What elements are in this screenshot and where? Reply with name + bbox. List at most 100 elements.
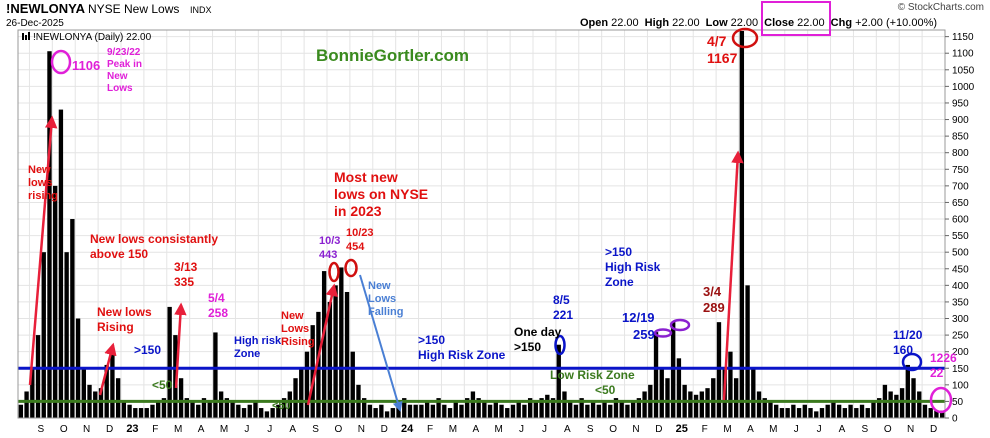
bar <box>459 404 464 418</box>
y-tick-label: 750 <box>952 165 969 176</box>
bar <box>608 404 613 418</box>
bar <box>487 404 493 418</box>
bar <box>739 30 745 418</box>
bar <box>539 398 544 418</box>
exchange: INDX <box>190 5 212 15</box>
bar <box>161 398 167 418</box>
annotation-line: lows <box>28 177 52 189</box>
annotation: 3/4 289 <box>703 284 725 315</box>
bar <box>836 404 842 418</box>
annotation-line: in 2023 <box>334 203 382 219</box>
bar <box>413 404 418 418</box>
bar <box>562 391 567 418</box>
bar <box>419 404 424 418</box>
bar <box>934 410 939 418</box>
x-tick-label: M <box>449 424 457 435</box>
bar <box>442 404 447 418</box>
annotation: >150 High Risk Zone <box>418 333 506 362</box>
annotation: New Lows Rising <box>281 310 315 348</box>
bar <box>642 391 647 418</box>
annotation-line: 160 <box>893 343 913 357</box>
annotation-line: 12/19 <box>622 310 655 325</box>
bar <box>573 404 579 418</box>
annotation-line: 10/23 <box>346 227 374 239</box>
bar <box>201 398 207 418</box>
bar <box>911 378 916 418</box>
x-tick-label: S <box>312 424 319 435</box>
bar <box>568 401 573 418</box>
arrow <box>722 150 744 401</box>
bar <box>196 404 201 418</box>
bar <box>207 401 212 418</box>
bar <box>505 408 510 418</box>
annotation: 10/23 454 <box>346 227 374 253</box>
annotation: 1226 22 <box>930 351 957 380</box>
x-tick-label: J <box>244 424 249 435</box>
bar <box>133 408 138 418</box>
x-tick-label: A <box>747 424 754 435</box>
y-tick-label: 800 <box>952 148 969 159</box>
bar <box>533 401 539 418</box>
bar <box>665 378 670 418</box>
arrow <box>359 274 403 412</box>
annotation: >150 <box>134 343 161 357</box>
annotation: New lows Rising <box>97 305 152 334</box>
bar <box>865 408 870 418</box>
bar <box>894 394 899 418</box>
y-tick-label: 100 <box>952 380 969 391</box>
bar <box>447 408 453 418</box>
bar <box>110 351 115 418</box>
bar <box>402 398 407 418</box>
bar <box>476 398 481 418</box>
quote-value: 22.00 <box>731 17 759 29</box>
annotation-line: High risk <box>234 335 282 347</box>
bar <box>590 401 596 418</box>
bar <box>516 401 521 418</box>
annotation: 10/3 443 <box>319 235 340 261</box>
x-tick-label: N <box>358 424 365 435</box>
annotation: New lows consistantly above 150 <box>90 232 218 261</box>
bar <box>81 368 86 418</box>
annotation-line: >150 <box>605 245 632 259</box>
bar <box>281 398 287 418</box>
y-tick-label: 950 <box>952 98 969 109</box>
annotation-line: Lows <box>107 83 133 94</box>
chart-title: !NEWLONYA <box>6 1 86 16</box>
x-tick-label: 23 <box>126 423 138 435</box>
annotation-line: rising <box>28 190 58 202</box>
source: © StockCharts.com <box>898 2 984 13</box>
chart-subtitle: NYSE New Lows <box>88 2 179 16</box>
annotation: Most new lows on NYSE in 2023 <box>334 169 428 219</box>
x-tick-label: D <box>655 424 662 435</box>
bar <box>922 404 928 418</box>
bar <box>699 391 704 418</box>
bar <box>299 368 304 418</box>
bars <box>18 30 945 418</box>
x-tick-label: M <box>723 424 731 435</box>
axes: 0 50 100 150 200 250 300 350 400 450 500 550 600 650 7… <box>38 32 975 435</box>
x-tick-label: 24 <box>401 423 414 435</box>
y-tick-label: 1100 <box>952 49 974 60</box>
bar <box>373 408 378 418</box>
bar <box>115 378 121 418</box>
bar <box>825 404 830 418</box>
bar <box>728 351 733 418</box>
y-tick-label: 450 <box>952 264 969 275</box>
y-tick-label: 50 <box>952 397 964 408</box>
x-tick-label: A <box>198 424 205 435</box>
arrows <box>28 115 744 412</box>
bar <box>70 219 75 418</box>
bar <box>705 388 710 418</box>
annotation: New lows rising <box>28 164 58 202</box>
annotation-line: One day <box>514 325 562 339</box>
x-tick-label: M <box>769 424 777 435</box>
bar <box>241 408 247 418</box>
bar <box>802 404 807 418</box>
y-tick-label: 900 <box>952 115 969 126</box>
annotation: One day >150 <box>514 325 562 354</box>
bar <box>362 398 367 418</box>
bar <box>247 404 252 418</box>
y-tick-label: 350 <box>952 297 969 308</box>
annotation-line: <50 <box>272 400 291 412</box>
